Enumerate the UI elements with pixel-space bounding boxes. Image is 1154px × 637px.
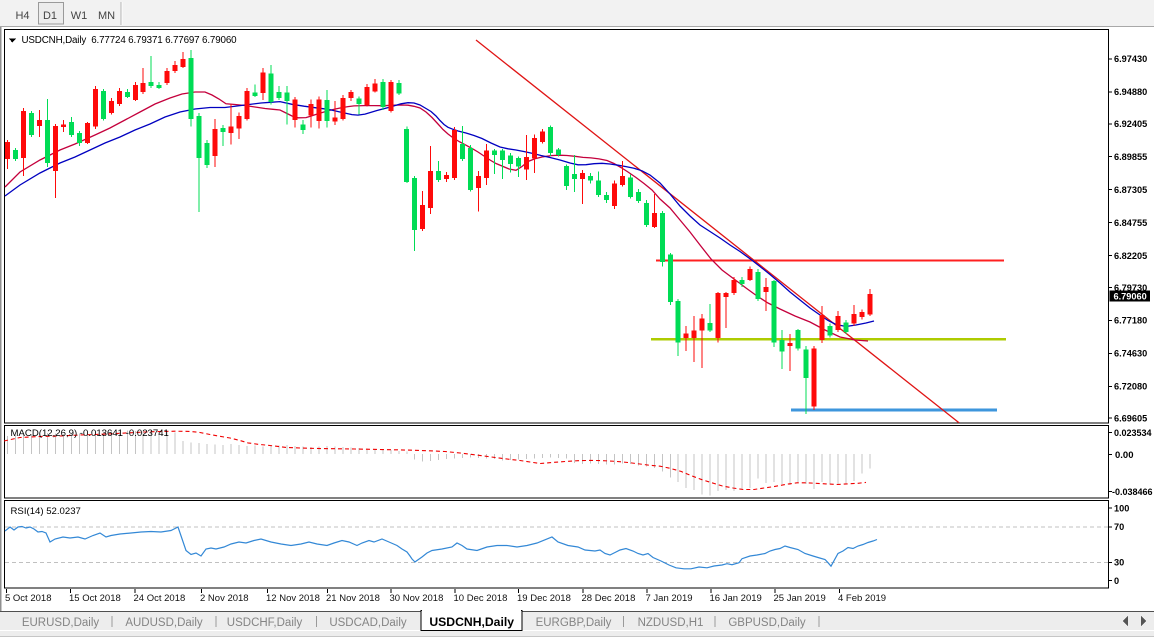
- svg-text:USDCNH,Daily: USDCNH,Daily: [429, 615, 514, 629]
- svg-text:6.92405: 6.92405: [1114, 119, 1147, 129]
- svg-text:-0.038466: -0.038466: [1112, 487, 1153, 497]
- svg-text:16 Jan 2019: 16 Jan 2019: [710, 593, 762, 604]
- svg-text:4 Feb 2019: 4 Feb 2019: [838, 593, 886, 604]
- svg-text:6.94880: 6.94880: [1114, 87, 1147, 97]
- svg-text:EURUSD,Daily: EURUSD,Daily: [22, 617, 100, 629]
- svg-text:7 Jan 2019: 7 Jan 2019: [646, 593, 693, 604]
- svg-text:12 Nov 2018: 12 Nov 2018: [266, 593, 320, 604]
- svg-text:USDCHF,Daily: USDCHF,Daily: [227, 617, 303, 629]
- svg-text:RSI(14) 52.0237: RSI(14) 52.0237: [11, 506, 81, 517]
- svg-text:0.00: 0.00: [1115, 450, 1134, 461]
- svg-text:6.79730: 6.79730: [1114, 283, 1147, 293]
- svg-text:D1: D1: [43, 10, 57, 22]
- svg-text:6.79060: 6.79060: [1114, 291, 1147, 301]
- svg-text:19 Dec 2018: 19 Dec 2018: [517, 593, 571, 604]
- svg-text:MN: MN: [98, 10, 115, 22]
- svg-text:25 Jan 2019: 25 Jan 2019: [774, 593, 826, 604]
- svg-text:2 Nov 2018: 2 Nov 2018: [200, 593, 249, 604]
- svg-text:6.97430: 6.97430: [1114, 54, 1147, 64]
- svg-text:W1: W1: [71, 10, 88, 22]
- svg-text:6.69605: 6.69605: [1114, 414, 1147, 424]
- svg-text:NZDUSD,H1: NZDUSD,H1: [638, 617, 704, 629]
- svg-text:100: 100: [1114, 503, 1129, 513]
- svg-text:EURGBP,Daily: EURGBP,Daily: [536, 617, 612, 629]
- svg-text:30: 30: [1114, 558, 1124, 568]
- svg-text:21 Nov 2018: 21 Nov 2018: [326, 593, 380, 604]
- svg-text:6.89855: 6.89855: [1114, 152, 1147, 162]
- svg-text:5 Oct 2018: 5 Oct 2018: [5, 593, 51, 604]
- svg-text:USDCNH,Daily 6.77724 6.79371: USDCNH,Daily 6.77724 6.79371 6.77697 6.7…: [22, 35, 238, 46]
- svg-text:30 Nov 2018: 30 Nov 2018: [390, 593, 444, 604]
- svg-text:6.72080: 6.72080: [1114, 382, 1147, 392]
- svg-text:0.023534: 0.023534: [1114, 428, 1152, 438]
- svg-text:GBPUSD,Daily: GBPUSD,Daily: [728, 617, 806, 629]
- svg-text:0: 0: [1114, 576, 1119, 586]
- svg-text:6.82205: 6.82205: [1114, 251, 1147, 261]
- svg-text:28 Dec 2018: 28 Dec 2018: [582, 593, 636, 604]
- svg-text:AUDUSD,Daily: AUDUSD,Daily: [125, 617, 203, 629]
- svg-text:6.74630: 6.74630: [1114, 349, 1147, 359]
- svg-text:6.84755: 6.84755: [1114, 218, 1147, 228]
- svg-text:70: 70: [1114, 522, 1124, 532]
- svg-text:6.87305: 6.87305: [1114, 185, 1147, 195]
- svg-text:MACD(12,26,9) -0.013641 -0.023: MACD(12,26,9) -0.013641 -0.023741: [11, 428, 169, 439]
- svg-text:10 Dec 2018: 10 Dec 2018: [454, 593, 508, 604]
- svg-text:24 Oct 2018: 24 Oct 2018: [134, 593, 186, 604]
- svg-text:H4: H4: [15, 10, 29, 22]
- svg-text:15 Oct 2018: 15 Oct 2018: [69, 593, 121, 604]
- svg-text:USDCAD,Daily: USDCAD,Daily: [329, 617, 407, 629]
- svg-text:6.77180: 6.77180: [1114, 316, 1147, 326]
